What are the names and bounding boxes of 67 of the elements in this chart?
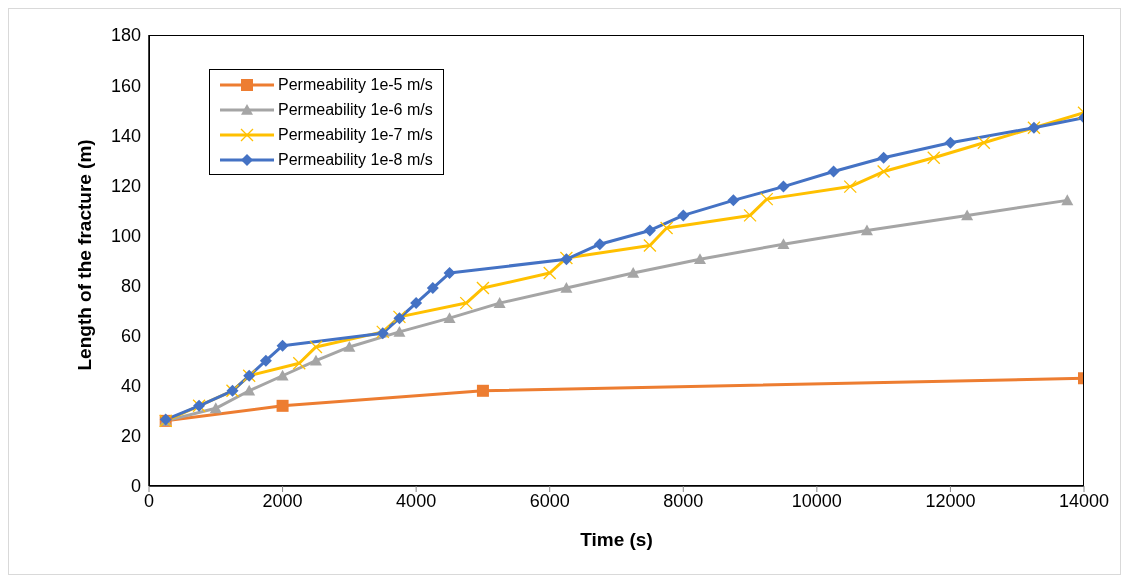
point <box>259 354 272 367</box>
point <box>843 179 857 194</box>
point <box>659 221 674 235</box>
point <box>393 325 406 337</box>
x-tick-label: 2000 <box>262 490 303 511</box>
legend-label: Permeability 1e-6 m/s <box>278 100 433 119</box>
point <box>476 281 490 295</box>
point <box>627 267 640 278</box>
x-axis-title: Time (s) <box>580 529 653 550</box>
point <box>677 209 690 222</box>
point <box>243 384 256 396</box>
x-tick-label: 6000 <box>529 490 570 511</box>
point <box>876 164 891 179</box>
point <box>276 399 289 412</box>
y-tick-label: 80 <box>120 275 141 296</box>
point <box>459 296 473 310</box>
legend-label: Permeability 1e-5 m/s <box>278 75 433 94</box>
y-tick-label: 20 <box>120 426 141 447</box>
point <box>760 192 774 206</box>
y-tick-label: 180 <box>110 25 141 46</box>
y-tick-label: 40 <box>120 376 141 397</box>
point <box>643 238 657 253</box>
y-tick-label: 0 <box>130 476 141 497</box>
point <box>961 209 974 221</box>
y-tick-label: 160 <box>110 75 141 96</box>
y-tick-label: 140 <box>110 125 141 146</box>
point <box>1061 194 1074 206</box>
point <box>309 354 322 366</box>
point <box>727 194 740 207</box>
legend-label: Permeability 1e-7 m/s <box>278 125 433 144</box>
point <box>410 297 423 310</box>
point <box>643 224 656 237</box>
point <box>693 253 706 265</box>
point <box>977 136 991 150</box>
x-tick-label: 8000 <box>663 490 704 511</box>
point <box>777 238 790 250</box>
point <box>927 151 941 165</box>
legend-label: Permeability 1e-8 m/s <box>278 150 433 169</box>
point <box>476 384 489 397</box>
point <box>443 267 456 280</box>
point <box>827 165 840 178</box>
point <box>543 266 557 280</box>
point <box>777 180 790 193</box>
x-tick-label: 4000 <box>396 490 437 511</box>
x-tick-label: 14000 <box>1058 490 1110 511</box>
point <box>560 282 573 293</box>
point <box>944 136 957 149</box>
point <box>593 238 606 251</box>
point <box>443 312 456 323</box>
point <box>209 402 222 414</box>
point <box>877 151 890 164</box>
y-tick-label: 100 <box>110 225 141 246</box>
y-tick-label: 60 <box>120 326 141 347</box>
x-tick-label: 12000 <box>925 490 976 511</box>
y-axis-title: Length of the fracture (m) <box>73 139 95 371</box>
x-tick-label: 10000 <box>791 490 842 511</box>
y-tick-label: 120 <box>110 175 141 196</box>
x-tick-label: 0 <box>143 490 155 511</box>
point <box>426 282 439 295</box>
point <box>493 297 506 308</box>
point <box>860 224 873 236</box>
point <box>343 340 356 352</box>
point <box>292 356 306 370</box>
point <box>743 208 757 223</box>
point <box>276 339 289 352</box>
point <box>276 369 289 381</box>
point <box>309 340 323 354</box>
